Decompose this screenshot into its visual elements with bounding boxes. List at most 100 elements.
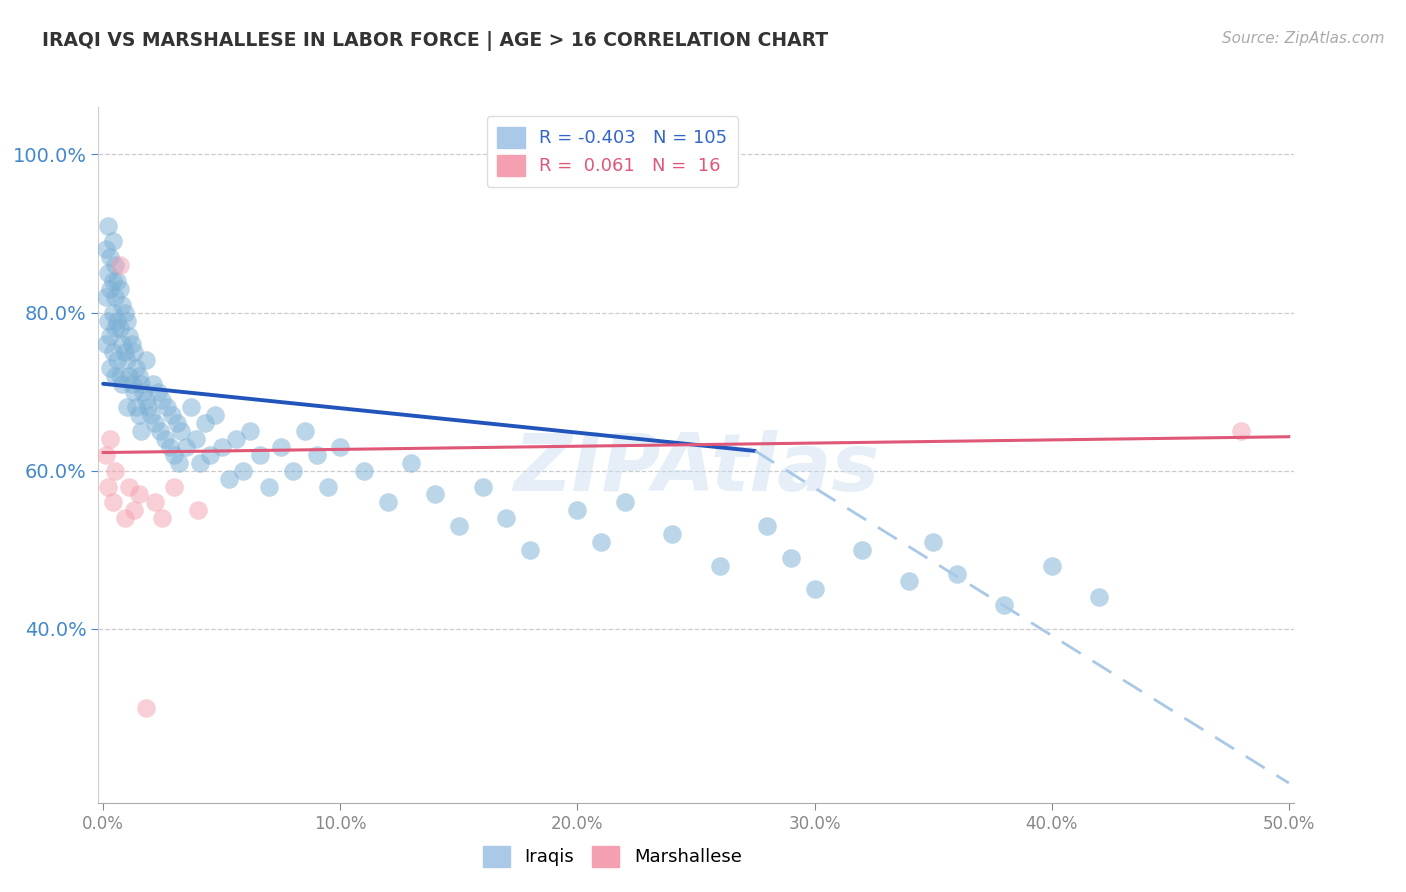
Point — [184, 432, 207, 446]
Point — [447, 519, 470, 533]
Point — [104, 464, 127, 478]
Point — [249, 448, 271, 462]
Point — [98, 282, 121, 296]
Point — [232, 464, 254, 478]
Point — [239, 424, 262, 438]
Point — [211, 440, 233, 454]
Point — [225, 432, 247, 446]
Point — [423, 487, 446, 501]
Point — [105, 353, 128, 368]
Point — [152, 511, 174, 525]
Point — [152, 392, 174, 407]
Point — [180, 401, 202, 415]
Point — [135, 392, 157, 407]
Point — [803, 582, 825, 597]
Point — [922, 534, 945, 549]
Point — [204, 409, 226, 423]
Point — [377, 495, 399, 509]
Point — [128, 368, 150, 383]
Point — [118, 368, 141, 383]
Point — [153, 432, 176, 446]
Point — [98, 432, 121, 446]
Point — [661, 527, 683, 541]
Point — [122, 503, 145, 517]
Point — [471, 479, 494, 493]
Point — [756, 519, 779, 533]
Point — [118, 329, 141, 343]
Point — [149, 424, 172, 438]
Point — [194, 417, 217, 431]
Point — [104, 290, 127, 304]
Point — [108, 258, 131, 272]
Point — [136, 401, 159, 415]
Point — [97, 313, 120, 327]
Point — [495, 511, 517, 525]
Point — [115, 353, 138, 368]
Point — [591, 534, 613, 549]
Point — [129, 376, 152, 391]
Point — [115, 401, 138, 415]
Point — [122, 384, 145, 399]
Point — [128, 409, 150, 423]
Point — [114, 305, 136, 319]
Point — [111, 376, 134, 391]
Point — [187, 503, 209, 517]
Point — [709, 558, 731, 573]
Point — [270, 440, 292, 454]
Point — [143, 417, 166, 431]
Point — [129, 424, 152, 438]
Point — [1040, 558, 1063, 573]
Point — [567, 503, 589, 517]
Point — [98, 361, 121, 376]
Point — [105, 274, 128, 288]
Point — [104, 258, 127, 272]
Point — [114, 511, 136, 525]
Point — [111, 298, 134, 312]
Point — [170, 424, 193, 438]
Point — [121, 337, 143, 351]
Point — [118, 479, 141, 493]
Point — [401, 456, 423, 470]
Point — [108, 321, 131, 335]
Point — [898, 574, 921, 589]
Point — [329, 440, 352, 454]
Point — [98, 329, 121, 343]
Point — [218, 472, 240, 486]
Point — [108, 282, 131, 296]
Point — [111, 337, 134, 351]
Point — [104, 368, 127, 383]
Point — [159, 440, 181, 454]
Point — [779, 550, 801, 565]
Text: Source: ZipAtlas.com: Source: ZipAtlas.com — [1222, 31, 1385, 46]
Point — [160, 409, 183, 423]
Point — [128, 487, 150, 501]
Point — [94, 290, 117, 304]
Point — [115, 313, 138, 327]
Point — [318, 479, 340, 493]
Point — [101, 495, 124, 509]
Point — [851, 542, 873, 557]
Point — [167, 456, 190, 470]
Point — [353, 464, 375, 478]
Point — [146, 384, 169, 399]
Point — [114, 345, 136, 359]
Point — [97, 479, 120, 493]
Point — [125, 401, 148, 415]
Point — [166, 417, 188, 431]
Point — [94, 243, 117, 257]
Point — [281, 464, 304, 478]
Point — [104, 321, 127, 335]
Point — [294, 424, 316, 438]
Point — [101, 305, 124, 319]
Point — [94, 337, 117, 351]
Point — [121, 376, 143, 391]
Point — [142, 376, 165, 391]
Point — [98, 250, 121, 264]
Point — [143, 495, 166, 509]
Point — [1230, 424, 1253, 438]
Point — [135, 353, 157, 368]
Point — [163, 448, 186, 462]
Point — [993, 598, 1015, 612]
Point — [108, 368, 131, 383]
Point — [190, 456, 212, 470]
